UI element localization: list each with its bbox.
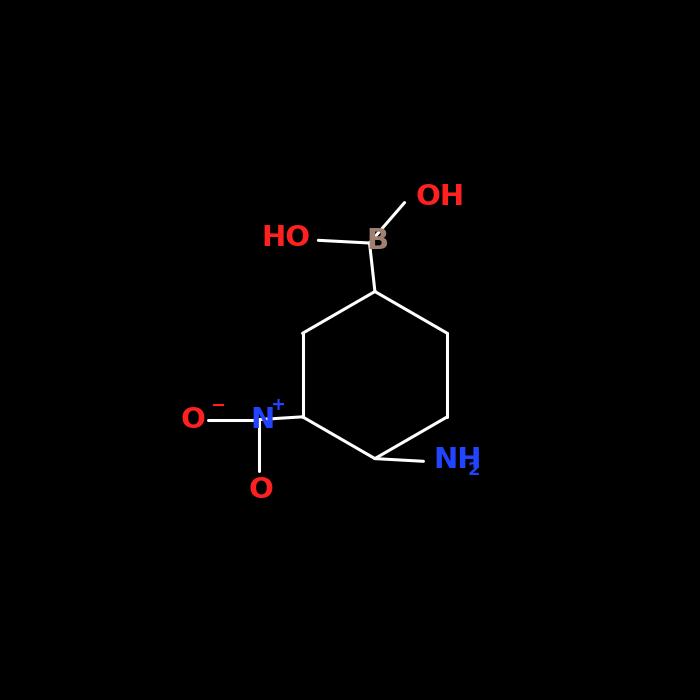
Text: +: + bbox=[270, 396, 285, 414]
Text: 2: 2 bbox=[468, 461, 480, 479]
Text: O: O bbox=[181, 405, 206, 433]
Text: O: O bbox=[248, 476, 274, 504]
Text: −: − bbox=[211, 397, 225, 415]
Text: OH: OH bbox=[415, 183, 465, 211]
Text: N: N bbox=[250, 405, 274, 433]
Text: B: B bbox=[367, 228, 389, 256]
Text: HO: HO bbox=[261, 223, 310, 251]
Text: NH: NH bbox=[433, 446, 482, 474]
